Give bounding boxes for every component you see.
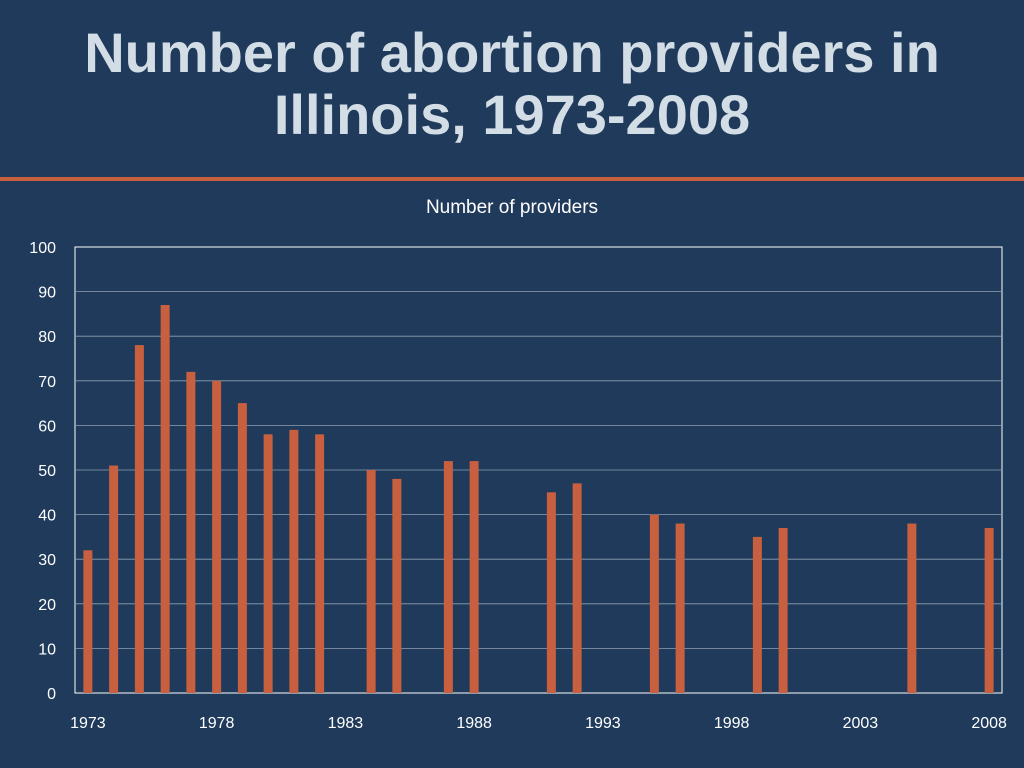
bar-1974 bbox=[109, 465, 119, 693]
title-divider bbox=[0, 177, 1024, 181]
y-tick-label: 70 bbox=[38, 374, 56, 391]
x-tick-label: 1973 bbox=[70, 715, 106, 732]
bar-1996 bbox=[675, 523, 685, 693]
bar-2005 bbox=[907, 523, 917, 693]
bar-1981 bbox=[289, 429, 299, 693]
bar-1995 bbox=[649, 514, 659, 693]
y-tick-label: 50 bbox=[38, 463, 56, 480]
x-tick-label: 1993 bbox=[585, 715, 621, 732]
bar-1979 bbox=[237, 403, 247, 693]
x-tick-label: 1998 bbox=[714, 715, 750, 732]
y-tick-label: 30 bbox=[38, 552, 56, 569]
bar-1977 bbox=[186, 371, 196, 693]
y-tick-label: 80 bbox=[38, 329, 56, 346]
slide-title-line-2: Illinois, 1973-2008 bbox=[273, 83, 751, 146]
y-tick-label: 90 bbox=[38, 285, 56, 302]
y-tick-label: 60 bbox=[38, 418, 56, 435]
y-tick-label: 10 bbox=[38, 641, 56, 658]
slide-title-line-1: Number of abortion providers in bbox=[84, 21, 940, 84]
slide-title: Number of abortion providers in Illinois… bbox=[0, 22, 1024, 146]
bar-2000 bbox=[778, 527, 788, 693]
bar-1987 bbox=[443, 461, 453, 693]
bar-1980 bbox=[263, 434, 273, 693]
bar-1991 bbox=[546, 492, 556, 693]
x-tick-label: 2008 bbox=[971, 715, 1007, 732]
bar-2008 bbox=[984, 527, 994, 693]
bar-1978 bbox=[212, 380, 222, 693]
y-tick-label: 100 bbox=[29, 240, 56, 257]
x-tick-label: 2003 bbox=[843, 715, 879, 732]
bar-1975 bbox=[134, 345, 144, 693]
bar-1992 bbox=[572, 483, 582, 693]
bar-1985 bbox=[392, 478, 402, 693]
bar-1973 bbox=[83, 550, 93, 693]
x-tick-label: 1988 bbox=[456, 715, 492, 732]
bar-1999 bbox=[752, 536, 762, 693]
y-tick-label: 40 bbox=[38, 508, 56, 525]
x-tick-label: 1978 bbox=[199, 715, 235, 732]
chart-title: Number of providers bbox=[426, 197, 598, 218]
bar-1984 bbox=[366, 470, 376, 693]
y-tick-label: 20 bbox=[38, 597, 56, 614]
gridlines bbox=[75, 291, 1002, 649]
y-axis: 0 10 20 30 40 50 60 70 80 90 100 bbox=[29, 240, 56, 703]
bars bbox=[83, 304, 994, 693]
bar-1988 bbox=[469, 461, 479, 693]
y-tick-label: 0 bbox=[47, 686, 56, 703]
bar-1982 bbox=[315, 434, 325, 693]
bar-1976 bbox=[160, 304, 170, 693]
x-tick-label: 1983 bbox=[328, 715, 364, 732]
x-axis: 1973 1978 1983 1988 1993 1998 2003 2008 bbox=[70, 715, 1007, 732]
